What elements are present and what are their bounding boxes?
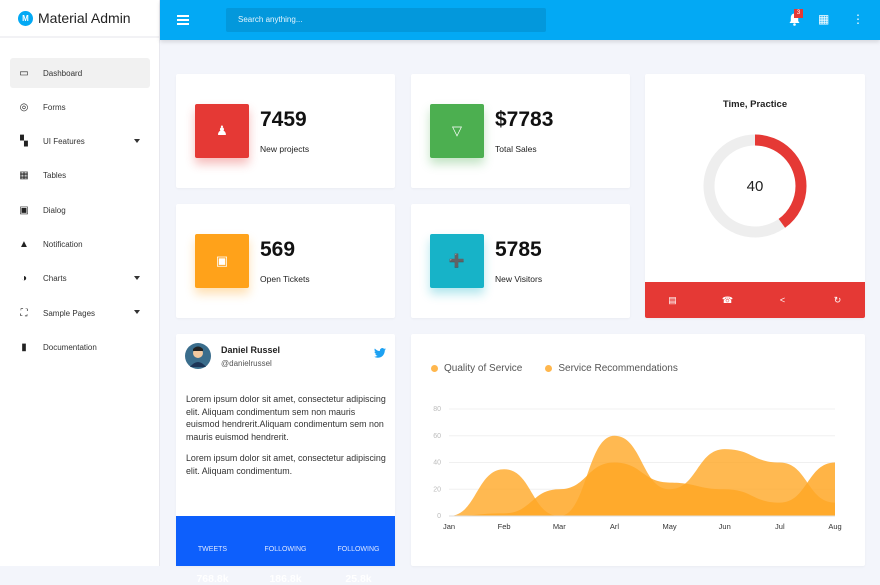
donut-value: 40	[747, 178, 764, 195]
sidebar-item-label: Dashboard	[43, 68, 83, 78]
brand[interactable]: M Material Admin	[0, 0, 159, 38]
document-icon: ▮	[21, 341, 27, 353]
y-tick-label: 80	[433, 406, 441, 413]
stat-value: 5785	[495, 238, 542, 261]
monitor-icon: ▭	[19, 67, 29, 79]
sidebar-item-sample-pages[interactable]: ⛶ Sample Pages	[10, 298, 150, 328]
y-tick-label: 20	[433, 486, 441, 493]
chart-legend: Quality of Service Service Recommendatio…	[431, 363, 701, 374]
twitter-text-1: Lorem ipsum dolor sit amet, consectetur …	[186, 394, 386, 442]
twitter-icon[interactable]	[374, 348, 386, 358]
donut-chart: 40	[703, 134, 807, 238]
fullscreen-icon: ⛶	[20, 307, 28, 319]
x-tick-label: Arl	[610, 522, 620, 531]
y-tick-label: 60	[433, 433, 441, 440]
pie-icon: ◑	[20, 273, 28, 285]
sidebar-item-label: Dialog	[43, 205, 66, 215]
logo: M	[18, 10, 33, 26]
stat-value: 569	[260, 238, 296, 261]
area-chart: 0 20 40 60 80 Jan Feb Mar Arl May Jun Jul Aug	[433, 406, 841, 531]
chevron-down-icon	[134, 275, 140, 280]
sidebar-item-label: Notification	[43, 239, 83, 249]
x-tick-label: Jul	[775, 522, 785, 531]
add-user-icon: ➕	[430, 234, 484, 288]
y-tick-label: 40	[433, 460, 441, 467]
sidebar-item-dashboard[interactable]: ▭ Dashboard	[10, 58, 150, 88]
app-title: Material Admin	[38, 10, 131, 26]
stat-label: Open Tickets	[260, 274, 310, 284]
refresh-icon[interactable]: ↻	[833, 295, 842, 305]
bell-icon: ▲	[19, 238, 29, 250]
stat-label: New projects	[260, 144, 310, 154]
twitter-name: Daniel Russel	[221, 345, 281, 355]
sidebar-item-charts[interactable]: ◑ Charts	[10, 264, 150, 294]
stat-tweets: TWEETS 768.8k	[196, 546, 229, 585]
phone-add-icon[interactable]: ☎	[721, 295, 734, 305]
stat-following-2: FOLLOWING 25.8k	[337, 546, 380, 585]
legend-item[interactable]: Service Recommendations	[545, 363, 678, 374]
stat-value: 7459	[260, 108, 307, 131]
more-vert-icon[interactable]: ⋮	[852, 12, 864, 26]
legend-item[interactable]: Quality of Service	[431, 363, 522, 374]
x-tick-label: Mar	[553, 522, 566, 531]
x-tick-label: Jan	[443, 522, 455, 531]
top-bar: Search anything... 3 ▦ ⋮	[160, 0, 880, 40]
presenter-icon: ♟	[195, 104, 249, 158]
stat-value: $7783	[495, 108, 554, 131]
twitter-handle: @danielrussel	[221, 359, 272, 368]
x-tick-label: Jun	[719, 522, 731, 531]
x-tick-label: Aug	[828, 522, 841, 531]
x-tick-label: May	[662, 522, 676, 531]
donut-actions: ▤ ☎ < ↻	[645, 282, 865, 318]
twitter-body: Lorem ipsum dolor sit amet, consectetur …	[186, 393, 391, 486]
notification-badge: 3	[794, 9, 803, 18]
area-chart-card: Quality of Service Service Recommendatio…	[411, 334, 865, 566]
share-icon[interactable]: <	[779, 295, 786, 305]
target-icon: ◎	[19, 101, 29, 113]
basket-icon: ▽	[430, 104, 484, 158]
ticket-icon: ▣	[195, 234, 249, 288]
sidebar-item-label: Charts	[43, 274, 67, 284]
x-tick-label: Feb	[498, 522, 511, 531]
grid-icon: ▦	[19, 170, 29, 182]
sidebar-nav: ▭ Dashboard ◎ Forms ▚ UI Features ▦ Tables ▣ Dial…	[10, 58, 150, 367]
stat-card: ▣ 569 Open Tickets	[176, 204, 395, 318]
sidebar-item-label: Documentation	[43, 342, 97, 352]
stat-card: ♟ 7459 New projects	[176, 74, 395, 188]
sidebar-item-dialog[interactable]: ▣ Dialog	[10, 195, 150, 225]
chevron-down-icon	[134, 310, 140, 315]
dialog-icon: ▣	[19, 204, 29, 216]
stat-card: ▽ $7783 Total Sales	[411, 74, 630, 188]
sidebar-item-label: UI Features	[43, 137, 85, 147]
sidebar-item-ui-features[interactable]: ▚ UI Features	[10, 127, 150, 157]
menu-icon[interactable]	[177, 15, 189, 25]
y-tick-label: 0	[437, 513, 441, 520]
sidebar-item-forms[interactable]: ◎ Forms	[10, 92, 150, 122]
sidebar-item-label: Tables	[43, 171, 67, 181]
sidebar-item-label: Sample Pages	[43, 308, 96, 318]
stat-label: New Visitors	[495, 274, 543, 284]
series-area-2	[449, 462, 835, 516]
donut-card: Time, Practice 40 ▤ ☎ < ↻	[645, 74, 865, 318]
donut-arc	[703, 134, 807, 238]
sidebar-item-tables[interactable]: ▦ Tables	[10, 161, 150, 191]
donut-title: Time, Practice	[722, 99, 788, 110]
sidebar: M Material Admin ▭ Dashboard ◎ Forms ▚ UI Fea…	[0, 0, 160, 566]
twitter-card: Daniel Russel @danielrussel Lorem ipsum …	[176, 334, 395, 585]
stat-following: FOLLOWING 186.8k	[264, 546, 307, 585]
sidebar-item-documentation[interactable]: ▮ Documentation	[10, 332, 150, 362]
apps-icon[interactable]: ▦	[818, 12, 830, 26]
twitter-stats: TWEETS 768.8k FOLLOWING 186.8k FOLLOWING 25…	[176, 516, 395, 585]
avatar	[185, 343, 211, 369]
stat-card: ➕ 5785 New Visitors	[411, 204, 630, 318]
twitter-text-2: Lorem ipsum dolor sit amet, consectetur …	[186, 453, 386, 476]
sidebar-item-notification[interactable]: ▲ Notification	[10, 229, 150, 259]
chevron-down-icon	[134, 138, 140, 143]
store-icon[interactable]: ▤	[668, 295, 677, 305]
sidebar-item-label: Forms	[43, 102, 66, 112]
stat-label: Total Sales	[495, 144, 537, 154]
search-input[interactable]: Search anything...	[226, 8, 546, 32]
dashboard-icon: ▚	[20, 136, 28, 148]
